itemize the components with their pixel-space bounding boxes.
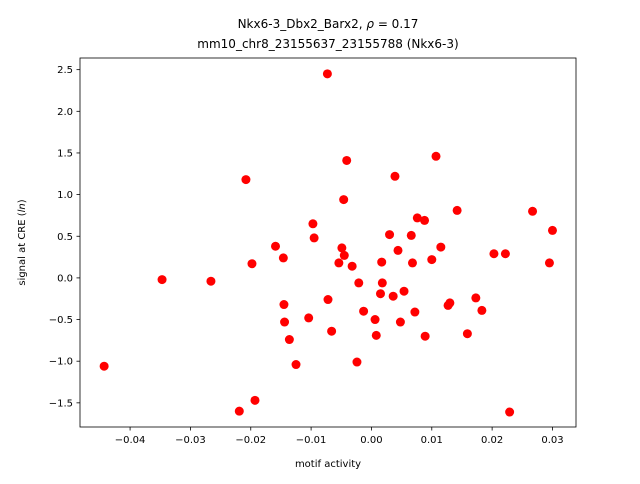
- plot-area-frame: [79, 57, 577, 428]
- data-point-2: [157, 275, 167, 285]
- y-tick-label-5: 0.5: [57, 232, 73, 243]
- data-point-37: [393, 245, 403, 255]
- y-tick-label-4: 0.0: [57, 273, 73, 284]
- x-tick-label-3: −0.02: [235, 435, 266, 446]
- data-point-8: [271, 241, 281, 251]
- x-axis-label: motif activity: [295, 459, 361, 470]
- data-point-6: [247, 259, 257, 269]
- data-point-12: [284, 335, 294, 345]
- x-axis-ticks: −0.04 −0.03 −0.02 −0.01 0.00 0.01 0.02 0.03: [115, 427, 564, 446]
- data-point-20: [334, 258, 344, 268]
- data-point-45: [420, 331, 430, 341]
- data-point-24: [342, 155, 352, 165]
- data-point-56: [500, 249, 510, 259]
- y-tick-label-7: 1.5: [57, 148, 73, 159]
- y-tick-label-3: −0.5: [49, 315, 73, 326]
- data-point-4: [234, 406, 244, 416]
- y-tick-label-8: 2.0: [57, 107, 73, 118]
- x-tick-label-5: 0.00: [360, 435, 382, 446]
- x-tick-label-4: −0.01: [296, 435, 327, 446]
- data-points: [99, 69, 557, 417]
- data-point-44: [420, 215, 430, 225]
- data-point-15: [308, 219, 318, 229]
- y-tick-label-1: −1.5: [49, 398, 73, 409]
- data-point-3: [206, 276, 216, 286]
- data-point-59: [544, 258, 554, 268]
- data-point-53: [471, 293, 481, 303]
- data-point-32: [377, 257, 387, 267]
- data-point-26: [352, 357, 362, 367]
- data-point-21: [337, 243, 347, 253]
- data-point-58: [528, 206, 538, 216]
- chart-title-line-1: Nkx6-3_Dbx2_Barx2, ρ = 0.17: [238, 17, 419, 31]
- y-tick-label-9: 2.5: [57, 65, 73, 76]
- data-point-52: [462, 329, 472, 339]
- data-point-42: [410, 307, 420, 317]
- y-tick-label-6: 1.0: [57, 190, 73, 201]
- data-point-33: [377, 278, 387, 288]
- data-point-9: [278, 253, 288, 263]
- data-point-18: [323, 295, 333, 305]
- y-tick-label-2: −1.0: [49, 357, 73, 368]
- data-point-51: [452, 205, 462, 215]
- data-point-17: [322, 69, 332, 79]
- data-point-5: [241, 175, 251, 185]
- data-point-19: [327, 326, 337, 336]
- data-point-27: [354, 278, 364, 288]
- data-point-60: [547, 225, 557, 235]
- data-point-46: [427, 255, 437, 265]
- y-axis-ticks: −1.5 −1.0 −0.5 0.0 0.5 1.0 1.5 2.0 2.5: [49, 65, 80, 409]
- data-point-28: [359, 306, 369, 316]
- data-point-41: [407, 258, 417, 268]
- data-point-38: [395, 317, 405, 327]
- data-point-29: [370, 315, 380, 325]
- data-point-11: [280, 317, 290, 327]
- data-point-7: [250, 395, 260, 405]
- data-point-22: [339, 195, 349, 205]
- data-point-23: [339, 250, 349, 260]
- x-tick-label-1: −0.04: [115, 435, 146, 446]
- data-point-25: [347, 261, 357, 271]
- chart-title-line-2: mm10_chr8_23155637_23155788 (Nkx6-3): [197, 37, 458, 51]
- data-point-54: [477, 305, 487, 315]
- data-point-10: [279, 300, 289, 310]
- x-tick-label-7: 0.02: [481, 435, 503, 446]
- data-point-13: [291, 360, 301, 370]
- data-point-40: [406, 230, 416, 240]
- data-point-55: [489, 249, 499, 259]
- data-point-31: [375, 289, 385, 299]
- data-point-57: [505, 407, 515, 417]
- data-point-30: [371, 330, 381, 340]
- data-point-16: [309, 233, 319, 243]
- data-point-35: [388, 291, 398, 301]
- data-point-1: [99, 361, 109, 371]
- data-point-48: [436, 242, 446, 252]
- data-point-43: [412, 213, 422, 223]
- data-point-14: [304, 313, 314, 323]
- data-point-39: [399, 286, 409, 296]
- y-axis-label: signal at CRE (ln): [17, 199, 28, 285]
- data-point-47: [431, 151, 441, 161]
- data-point-34: [385, 230, 395, 240]
- x-tick-label-8: 0.03: [541, 435, 563, 446]
- data-point-36: [390, 171, 400, 181]
- x-tick-label-6: 0.01: [421, 435, 443, 446]
- x-tick-label-2: −0.03: [175, 435, 206, 446]
- data-point-50: [445, 298, 455, 308]
